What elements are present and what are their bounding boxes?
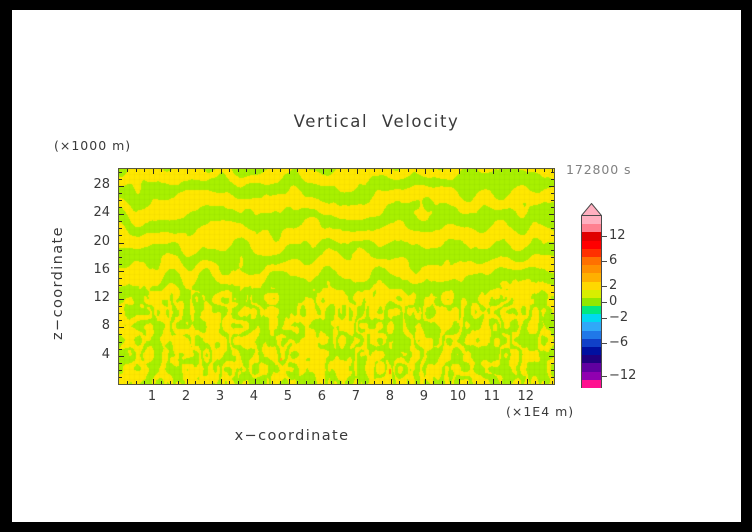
colorbar-bands [581,216,602,388]
colorbar-band [582,338,601,347]
x-tick-label: 1 [147,389,157,404]
colorbar-tick-label: 0 [609,294,618,309]
colorbar-tick-label: −2 [609,310,629,326]
colorbar-tick-mark [602,342,607,344]
colorbar-tick-label: −12 [609,367,637,383]
colorbar-band [582,379,601,388]
colorbar-band [582,347,601,356]
colorbar-band [582,216,601,225]
x-tick-label: 3 [215,389,225,404]
x-tick-label: 2 [181,389,191,404]
colorbar-band [582,306,601,315]
colorbar-band [582,330,601,339]
colorbar-tick-mark [602,285,607,287]
colorbar-band [582,224,601,233]
colorbar-tick-label: 12 [609,228,626,244]
x-tick-label: 10 [449,389,467,404]
y-tick-label: 24 [93,205,110,221]
contour-plot-area [118,168,555,385]
colorbar-band [582,273,601,282]
x-tick-label: 4 [249,389,259,404]
x-tick-label: 6 [317,389,327,404]
x-axis-title: x−coordinate [234,428,350,444]
x-tick-label: 12 [517,389,535,404]
colorbar-tick-mark [602,375,607,377]
colorbar-band [582,314,601,323]
colorbar-tick-mark [602,261,607,263]
y-tick-label: 16 [93,261,110,277]
x-tick-label: 8 [385,389,395,404]
y-axis-title: z−coordinate [50,226,66,340]
x-tick-label: 5 [283,389,293,404]
colorbar-tick-label: 6 [609,253,618,269]
figure-canvas: Vertical Velocity (×1000 m) (×1E4 m) 172… [12,10,741,522]
y-tick-label: 20 [93,233,110,249]
colorbar-band [582,363,601,372]
y-axis-unit-label: (×1000 m) [54,138,132,153]
y-tick-label: 12 [93,290,110,306]
colorbar-tick-mark [602,302,607,303]
colorbar-band [582,265,601,274]
colorbar-tick-mark [602,318,607,320]
timestamp-label: 172800 s [566,162,632,177]
y-tick-label: 4 [101,346,110,362]
colorbar-band [582,248,601,257]
colorbar-band [582,256,601,266]
colorbar-legend: 12 6 2 0 −2 −6 −12 [581,203,636,389]
colorbar-band [582,297,601,307]
colorbar-band [582,289,601,298]
colorbar-max-arrow-icon [581,203,602,216]
page-title: Vertical Velocity [293,112,460,131]
x-tick-label: 7 [351,389,361,404]
colorbar-band [582,281,601,290]
velocity-field-heatmap [119,169,554,384]
colorbar-tick-label: −6 [609,334,629,350]
colorbar-tick-mark [602,236,607,238]
x-tick-label: 9 [419,389,428,404]
y-tick-label: 28 [93,176,110,192]
colorbar-band [582,371,601,380]
colorbar-tick-label: 2 [609,277,618,293]
colorbar-band [582,355,601,364]
colorbar-band [582,322,601,331]
colorbar-band [582,232,601,241]
y-tick-label: 8 [101,318,110,334]
colorbar-band [582,240,601,249]
x-tick-label: 11 [483,389,501,404]
x-axis-unit-label: (×1E4 m) [506,404,575,419]
